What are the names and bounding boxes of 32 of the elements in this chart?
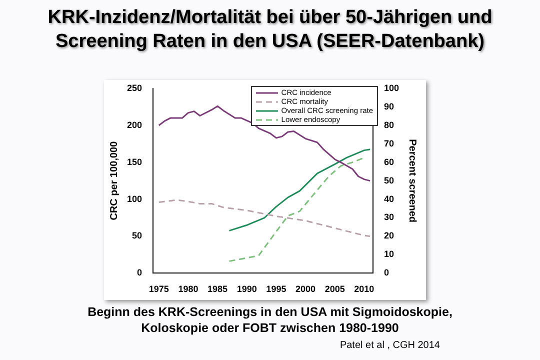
chart-title: KRK-Inzidenz/Mortalität bei über 50-Jährigen und Screening Raten in den USA (SEER-Datenbank) bbox=[46, 6, 494, 54]
text: Beginn des KRK-Screenings in den USA mit Sigmoidoskopie, Koloskopie oder FOBT zwischen 1980-1990 bbox=[86, 304, 454, 336]
line-series bbox=[228, 156, 365, 262]
x-tick-label: 1995 bbox=[266, 284, 286, 294]
x-tick-label: 2005 bbox=[324, 284, 345, 294]
y-tick-label: 0 bbox=[137, 268, 142, 278]
y2-tick-label: 100 bbox=[384, 82, 400, 93]
x-tick-label: 1990 bbox=[236, 284, 257, 294]
y-axis-title: CRC per 100,000 bbox=[108, 140, 120, 220]
y-tick-label: 150 bbox=[126, 156, 142, 167]
y2-tick-label: 70 bbox=[384, 138, 394, 148]
y-tick-label: 100 bbox=[126, 194, 142, 204]
y2-tick-label: 60 bbox=[384, 156, 394, 167]
x-tick-label: 1975 bbox=[148, 284, 169, 294]
x-tick-label: 2000 bbox=[296, 284, 316, 294]
y2-tick-label: 80 bbox=[384, 120, 394, 130]
line-series bbox=[158, 199, 371, 237]
y-tick-label: 250 bbox=[126, 82, 142, 93]
text: Patel et al , CGH 2014 bbox=[340, 340, 440, 351]
y2-tick-label: 50 bbox=[384, 175, 394, 186]
y2-tick-label: 90 bbox=[384, 101, 394, 112]
y2-axis-title: Percent screened bbox=[406, 139, 418, 222]
y2-tick-label: 10 bbox=[384, 249, 394, 260]
x-tick-label: 2010 bbox=[354, 284, 374, 294]
x-tick-label: 1980 bbox=[178, 284, 198, 294]
y-tick-label: 200 bbox=[126, 120, 142, 130]
y2-tick-label: 0 bbox=[384, 268, 389, 278]
y2-tick-label: 40 bbox=[384, 194, 394, 204]
x-tick-label: 1985 bbox=[208, 284, 228, 294]
y2-tick-label: 30 bbox=[384, 212, 394, 222]
y2-tick-label: 20 bbox=[384, 230, 394, 241]
y-tick-label: 50 bbox=[132, 230, 142, 241]
